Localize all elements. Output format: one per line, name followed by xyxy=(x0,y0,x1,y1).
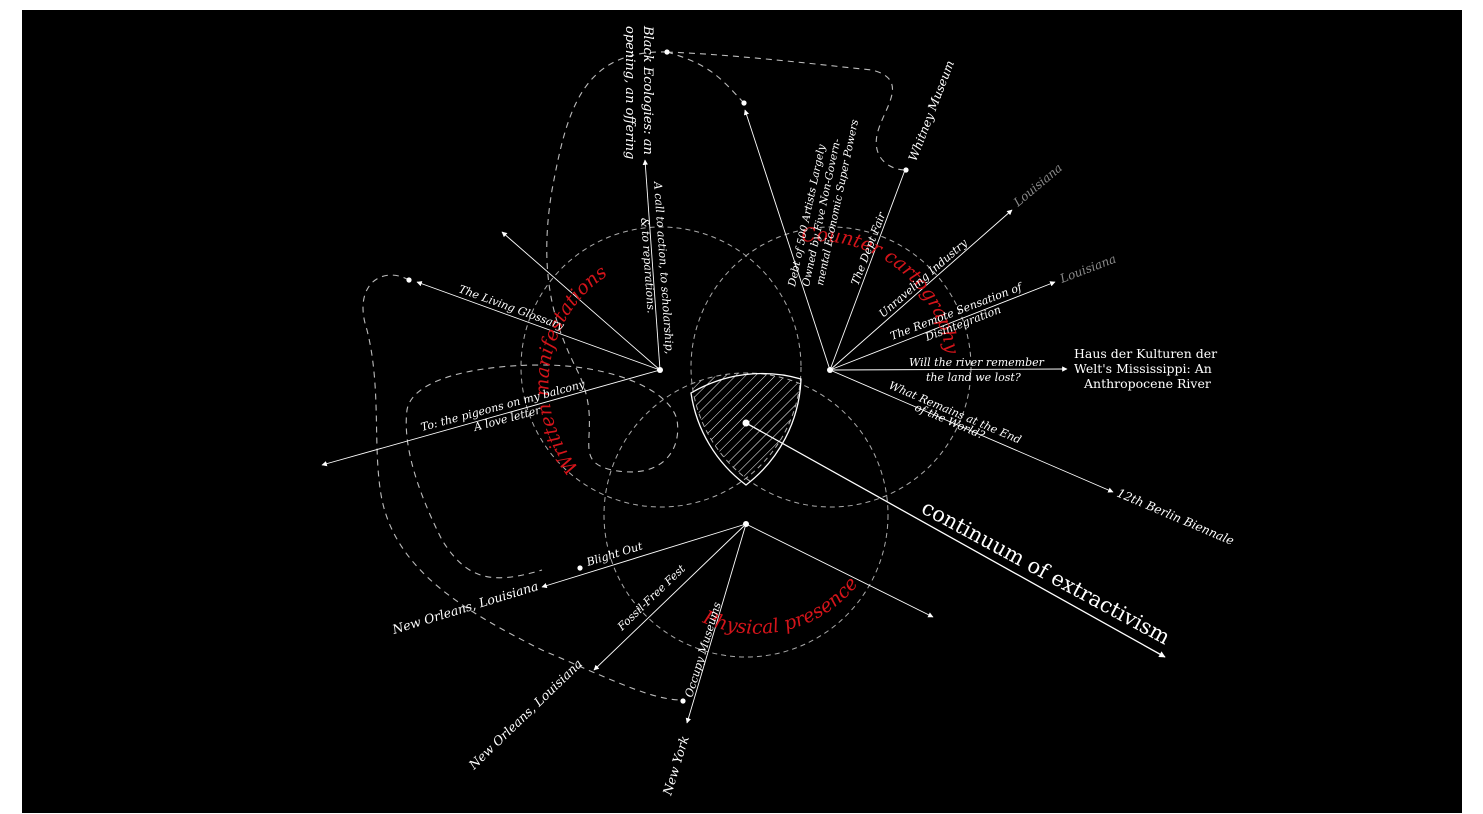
label-occupy: Occupy Museums xyxy=(682,600,723,699)
label-river-1: Will the river remember xyxy=(909,356,1045,369)
circle-written xyxy=(520,226,802,508)
label-new-orleans-2: New Orleans, Louisiana xyxy=(465,656,585,773)
dashed-blob-written xyxy=(405,51,679,579)
written-node xyxy=(657,367,663,373)
diagram-canvas: Written manifestations Counter cartograp… xyxy=(22,10,1462,813)
label-new-york: New York xyxy=(659,734,692,798)
counter-node xyxy=(827,367,833,373)
blight-out-dot xyxy=(577,565,583,571)
whitney-dot xyxy=(903,167,909,173)
intersection-outline xyxy=(690,372,802,486)
label-river-2: the land we lost? xyxy=(926,371,1021,384)
label-haus-2: Welt's Mississippi: An xyxy=(1074,361,1212,376)
label-fossil-free: Fossil-Free Fest xyxy=(614,562,688,634)
physical-node xyxy=(743,521,749,527)
occupy-dot xyxy=(680,698,686,704)
black-ecologies-dot xyxy=(664,49,670,55)
label-haus-1: Haus der Kulturen der xyxy=(1074,346,1217,361)
label-remains-1: What Remains at the End xyxy=(887,379,1023,447)
diagram-svg: Written manifestations Counter cartograp… xyxy=(321,25,1236,798)
circle-physical-title: Physical presence xyxy=(699,573,862,639)
debt-dot xyxy=(741,100,747,106)
continuum-arrow xyxy=(745,422,1166,658)
label-louisiana-2: Louisiana xyxy=(1057,252,1118,286)
dashed-blob-left xyxy=(362,274,683,701)
circle-written-title: Written manifestations xyxy=(531,261,611,478)
label-whitney: Whitney Museum xyxy=(906,59,957,163)
label-haus-3: Anthropocene River xyxy=(1083,376,1211,391)
label-louisiana-1: Louisiana xyxy=(1010,161,1065,210)
counter-branch xyxy=(743,109,1114,493)
label-black-ecologies-1: Black Ecologies: an xyxy=(640,25,655,155)
label-continuum: continuum of extractivism xyxy=(918,495,1175,649)
written-branch xyxy=(321,159,661,467)
circle-physical xyxy=(603,372,889,658)
label-black-ecologies-2: opening, an offering xyxy=(622,26,637,159)
label-berlin: 12th Berlin Biennale xyxy=(1115,486,1236,548)
label-new-orleans-1: New Orleans, Louisiana xyxy=(390,578,540,637)
living-glossary-dot xyxy=(406,277,412,283)
physical-branch xyxy=(541,523,934,724)
circle-counter xyxy=(690,226,972,508)
dashed-blob-top xyxy=(666,51,906,171)
center-node xyxy=(742,419,750,427)
